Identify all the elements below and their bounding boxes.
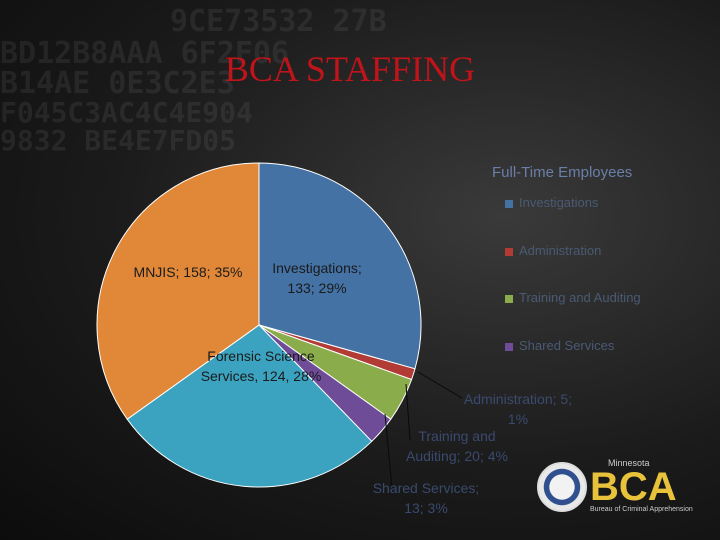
legend-title: Full-Time Employees (492, 164, 633, 181)
data-label-mnjis: MNJIS; 158; 35% (133, 264, 243, 280)
leader-line (405, 383, 411, 441)
leader-line (384, 413, 393, 489)
data-label-training-auditing: Training and Auditing; 20; 4% (406, 428, 508, 464)
legend-item-administration: Administration (505, 243, 601, 258)
data-label-administration: Administration; 5; 1% (463, 391, 573, 427)
slide-title: BCA STAFFING (224, 49, 476, 89)
legend-label: Administration (519, 243, 602, 258)
legend-label: Investigations (519, 195, 599, 210)
minnesota-seal-logo (537, 462, 587, 512)
logo-subtitle: Bureau of Criminal Apprehension (590, 506, 693, 513)
pie-slice-mnjis (96, 162, 260, 420)
leader-line (417, 371, 463, 399)
pie-slice-forensic-science-services (126, 324, 373, 488)
legend-label: Shared Services (519, 338, 615, 353)
legend-swatch (505, 342, 513, 351)
data-label-forensic-science: Forensic Science Services, 124, 28% (200, 348, 322, 384)
data-label-investigations: Investigations; 133; 29% (272, 260, 362, 296)
bca-logo: Minnesota BCA Bureau of Criminal Apprehe… (590, 458, 693, 513)
legend-swatch (505, 294, 513, 303)
legend-item-shared-services: Shared Services (505, 338, 614, 353)
legend-swatch (505, 247, 513, 256)
logo-name: BCA (590, 465, 677, 509)
legend-label: Training and Auditing (519, 290, 641, 305)
legend-item-training-auditing: Training and Auditing (505, 290, 641, 305)
logo-state: Minnesota (608, 458, 650, 468)
legend-swatch (505, 199, 513, 208)
legend-item-investigations: Investigations (505, 195, 599, 210)
data-label-shared-services: Shared Services; 13; 3% (372, 480, 480, 516)
pie-slice-investigations (258, 162, 422, 370)
